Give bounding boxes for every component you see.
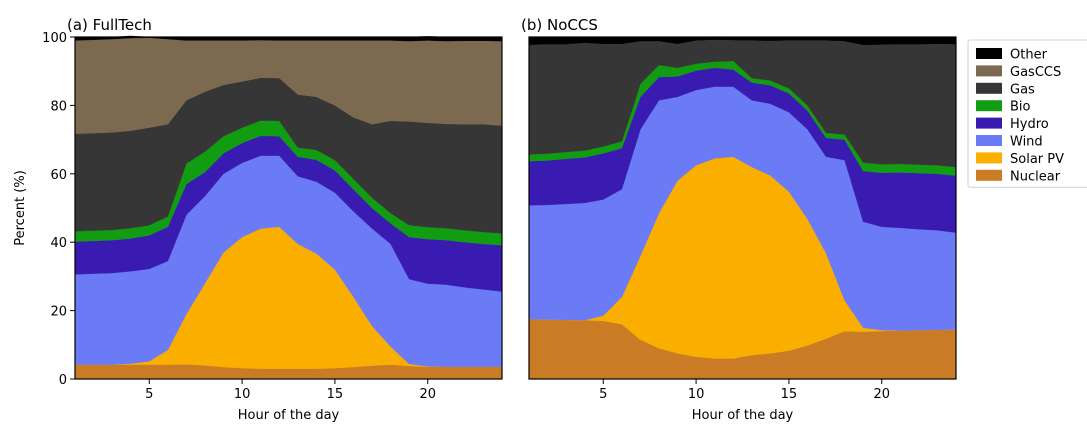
x-tick-label: 5: [145, 387, 153, 402]
legend-label-other: Other: [1010, 48, 1048, 63]
legend-label-gas: Gas: [1010, 82, 1035, 97]
y-tick-label: 100: [42, 31, 67, 46]
y-tick-label: 0: [59, 373, 67, 388]
x-tick-label: 10: [688, 387, 705, 402]
legend-frame: [967, 39, 1087, 188]
legend-label-nuclear: Nuclear: [1010, 169, 1061, 184]
legend-swatch-bio: [976, 100, 1002, 112]
legend-label-wind: Wind: [1010, 135, 1043, 150]
legend-swatch-gasccs: [976, 65, 1002, 77]
panel-fulltech: 5 10 15 20 0 20 40 60 80 100(a) FullTech Hour of t…: [13, 16, 503, 423]
legend-swatch-wind: [976, 135, 1002, 146]
panel-title: (a) FullTech: [67, 16, 152, 34]
legend-swatch-other: [976, 48, 1002, 59]
axes-frame: [74, 36, 503, 380]
x-tick-label: 20: [873, 387, 890, 402]
x-axis-label: Hour of the day: [692, 408, 794, 423]
x-tick-label: 10: [234, 387, 251, 402]
legend-swatch-hydro: [976, 117, 1002, 129]
panel-noccs: 5 10 15 20 (b) NoCCS Hour of the day: [521, 16, 957, 423]
x-tick-label: 15: [327, 387, 344, 402]
x-tick-label: 15: [781, 387, 798, 402]
y-axis-label: Percent (%): [13, 170, 28, 246]
legend-label-gasccs: GasCCS: [1010, 65, 1061, 80]
axes-frame: [528, 36, 957, 380]
legend-label-hydro: Hydro: [1010, 117, 1049, 132]
legend-swatch-nuclear: [976, 169, 1002, 181]
x-axis-label: Hour of the day: [238, 408, 340, 423]
legend-swatch-solar-pv: [976, 152, 1002, 164]
legend-label-solar-pv: Solar PV: [1010, 152, 1064, 167]
y-tick-label: 20: [50, 305, 67, 320]
legend-label-bio: Bio: [1010, 100, 1031, 115]
x-tick-label: 5: [599, 387, 607, 402]
legend-swatch-gas: [976, 82, 1002, 94]
y-tick-label: 60: [50, 168, 67, 183]
legend: Other GasCCS Gas Bio Hydro Wind Solar PV Nuclea…: [967, 39, 1087, 188]
panel-title: (b) NoCCS: [521, 16, 598, 34]
y-tick-label: 40: [50, 236, 67, 251]
y-tick-label: 80: [50, 99, 67, 114]
x-tick-label: 20: [419, 387, 436, 402]
